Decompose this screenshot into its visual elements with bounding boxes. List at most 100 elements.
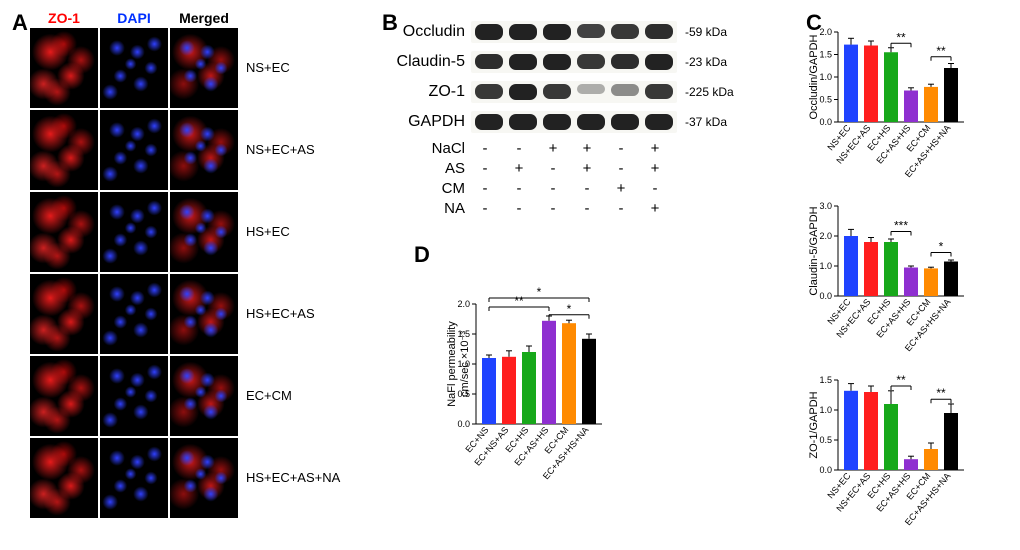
svg-text:3.0: 3.0 xyxy=(819,201,832,211)
panel-a-row-label: HS+EC+AS xyxy=(246,306,315,321)
treatment-mark: + xyxy=(539,140,567,157)
blot-band xyxy=(645,54,673,70)
blot-band xyxy=(475,114,503,130)
treatment-mark: + xyxy=(607,180,635,197)
treatment-marks: -----+ xyxy=(471,200,669,217)
blot-bands xyxy=(471,111,677,133)
microscopy-cell xyxy=(170,110,238,190)
microscopy-cell xyxy=(100,110,168,190)
panel-a-header-merged: Merged xyxy=(170,10,238,26)
svg-text:1.0: 1.0 xyxy=(819,72,832,82)
svg-text:**: ** xyxy=(896,373,906,387)
treatment-mark: + xyxy=(505,160,533,177)
treatment-mark: + xyxy=(641,200,669,217)
blot-band xyxy=(475,24,503,40)
blot-mw-label: -59 kDa xyxy=(677,25,727,39)
blot-band xyxy=(577,84,605,95)
treatment-mark: - xyxy=(539,200,567,217)
blot-mw-label: -225 kDa xyxy=(677,85,734,99)
svg-text:**: ** xyxy=(896,30,906,44)
microscopy-cell xyxy=(170,274,238,354)
svg-text:0.5: 0.5 xyxy=(819,95,832,105)
treatment-mark: - xyxy=(505,180,533,197)
treatment-mark: - xyxy=(573,180,601,197)
blot-band xyxy=(475,84,503,99)
treatment-marks: ----+- xyxy=(471,180,669,197)
blot-band xyxy=(611,114,639,130)
blot-band xyxy=(543,24,571,40)
microscopy-cell xyxy=(30,438,98,518)
treatment-marks: --++-+ xyxy=(471,140,669,157)
blot-protein-name: Claudin-5 xyxy=(370,53,471,71)
blot-band xyxy=(611,24,639,39)
chart-zo1: 0.00.51.01.5NS+ECNS+EC+ASEC+HSEC+AS+HSEC… xyxy=(810,366,968,538)
panel-a-label: A xyxy=(12,10,28,36)
blot-protein-name: ZO-1 xyxy=(370,83,471,101)
y-axis-label: NaFl permeabilitycm/sec ×10⁻³ xyxy=(446,304,471,424)
microscopy-cell xyxy=(100,28,168,108)
microscopy-cell xyxy=(30,192,98,272)
svg-text:1.5: 1.5 xyxy=(819,50,832,60)
svg-text:*: * xyxy=(537,285,542,299)
panel-a-row-label: HS+EC xyxy=(246,224,290,239)
blot-band xyxy=(543,84,571,99)
treatment-mark: - xyxy=(641,180,669,197)
svg-text:*: * xyxy=(567,302,572,316)
treatment-row: NA-----+ xyxy=(370,198,770,218)
blot-band xyxy=(509,24,537,40)
microscopy-cell xyxy=(100,356,168,436)
chart-claudin5: 0.01.02.03.0NS+ECNS+EC+ASEC+HSEC+AS+HSEC… xyxy=(810,192,968,364)
panel-a-grid xyxy=(30,28,238,518)
microscopy-cell xyxy=(170,192,238,272)
blot-band xyxy=(645,84,673,99)
svg-text:1.5: 1.5 xyxy=(819,375,832,385)
svg-text:**: ** xyxy=(936,386,946,400)
panel-a-row-label: EC+CM xyxy=(246,388,292,403)
treatment-row: AS-+-+-+ xyxy=(370,158,770,178)
treatment-name: AS xyxy=(370,160,471,177)
microscopy-cell xyxy=(170,28,238,108)
microscopy-cell xyxy=(30,274,98,354)
svg-text:***: *** xyxy=(894,219,908,233)
blot-bands xyxy=(471,81,677,103)
y-axis-label: Occludin/GAPDH xyxy=(808,32,820,122)
svg-text:*: * xyxy=(939,240,944,254)
blot-band xyxy=(543,114,571,130)
blot-protein-name: Occludin xyxy=(370,23,471,41)
blot-row: Claudin-5 -23 kDa xyxy=(370,48,770,75)
treatment-mark: - xyxy=(471,200,499,217)
blot-mw-label: -23 kDa xyxy=(677,55,727,69)
treatment-mark: - xyxy=(607,200,635,217)
blot-band xyxy=(645,114,673,130)
treatment-mark: - xyxy=(471,180,499,197)
blot-band xyxy=(509,54,537,70)
svg-text:**: ** xyxy=(514,294,524,308)
microscopy-cell xyxy=(30,28,98,108)
svg-text:0.0: 0.0 xyxy=(819,291,832,301)
blot-band xyxy=(611,84,639,96)
panel-a-header-zo1: ZO-1 xyxy=(30,10,98,26)
svg-text:2.0: 2.0 xyxy=(819,231,832,241)
treatment-name: NA xyxy=(370,200,471,217)
blot-row: GAPDH-37 kDa xyxy=(370,108,770,135)
blot-protein-name: GAPDH xyxy=(370,113,471,131)
treatment-mark: - xyxy=(607,160,635,177)
panel-a: ZO-1 DAPI Merged NS+ECNS+EC+ASHS+ECHS+EC… xyxy=(30,10,238,518)
svg-text:**: ** xyxy=(936,44,946,58)
blot-band xyxy=(509,114,537,130)
panel-b: Occludin -59 kDa Claudin-5 -23 kDa ZO-1 -225 … xyxy=(370,18,770,218)
treatment-mark: - xyxy=(505,140,533,157)
svg-text:2.0: 2.0 xyxy=(819,27,832,37)
blot-band xyxy=(475,54,503,70)
blot-row: Occludin -59 kDa xyxy=(370,18,770,45)
microscopy-cell xyxy=(100,192,168,272)
blot-bands xyxy=(471,21,677,43)
treatment-mark: - xyxy=(573,200,601,217)
svg-text:1.0: 1.0 xyxy=(819,405,832,415)
treatment-mark: + xyxy=(641,160,669,177)
blot-band xyxy=(577,24,605,39)
blot-band xyxy=(509,84,537,100)
treatment-marks: -+-+-+ xyxy=(471,160,669,177)
blot-band xyxy=(645,24,673,40)
treatment-name: NaCl xyxy=(370,140,471,157)
